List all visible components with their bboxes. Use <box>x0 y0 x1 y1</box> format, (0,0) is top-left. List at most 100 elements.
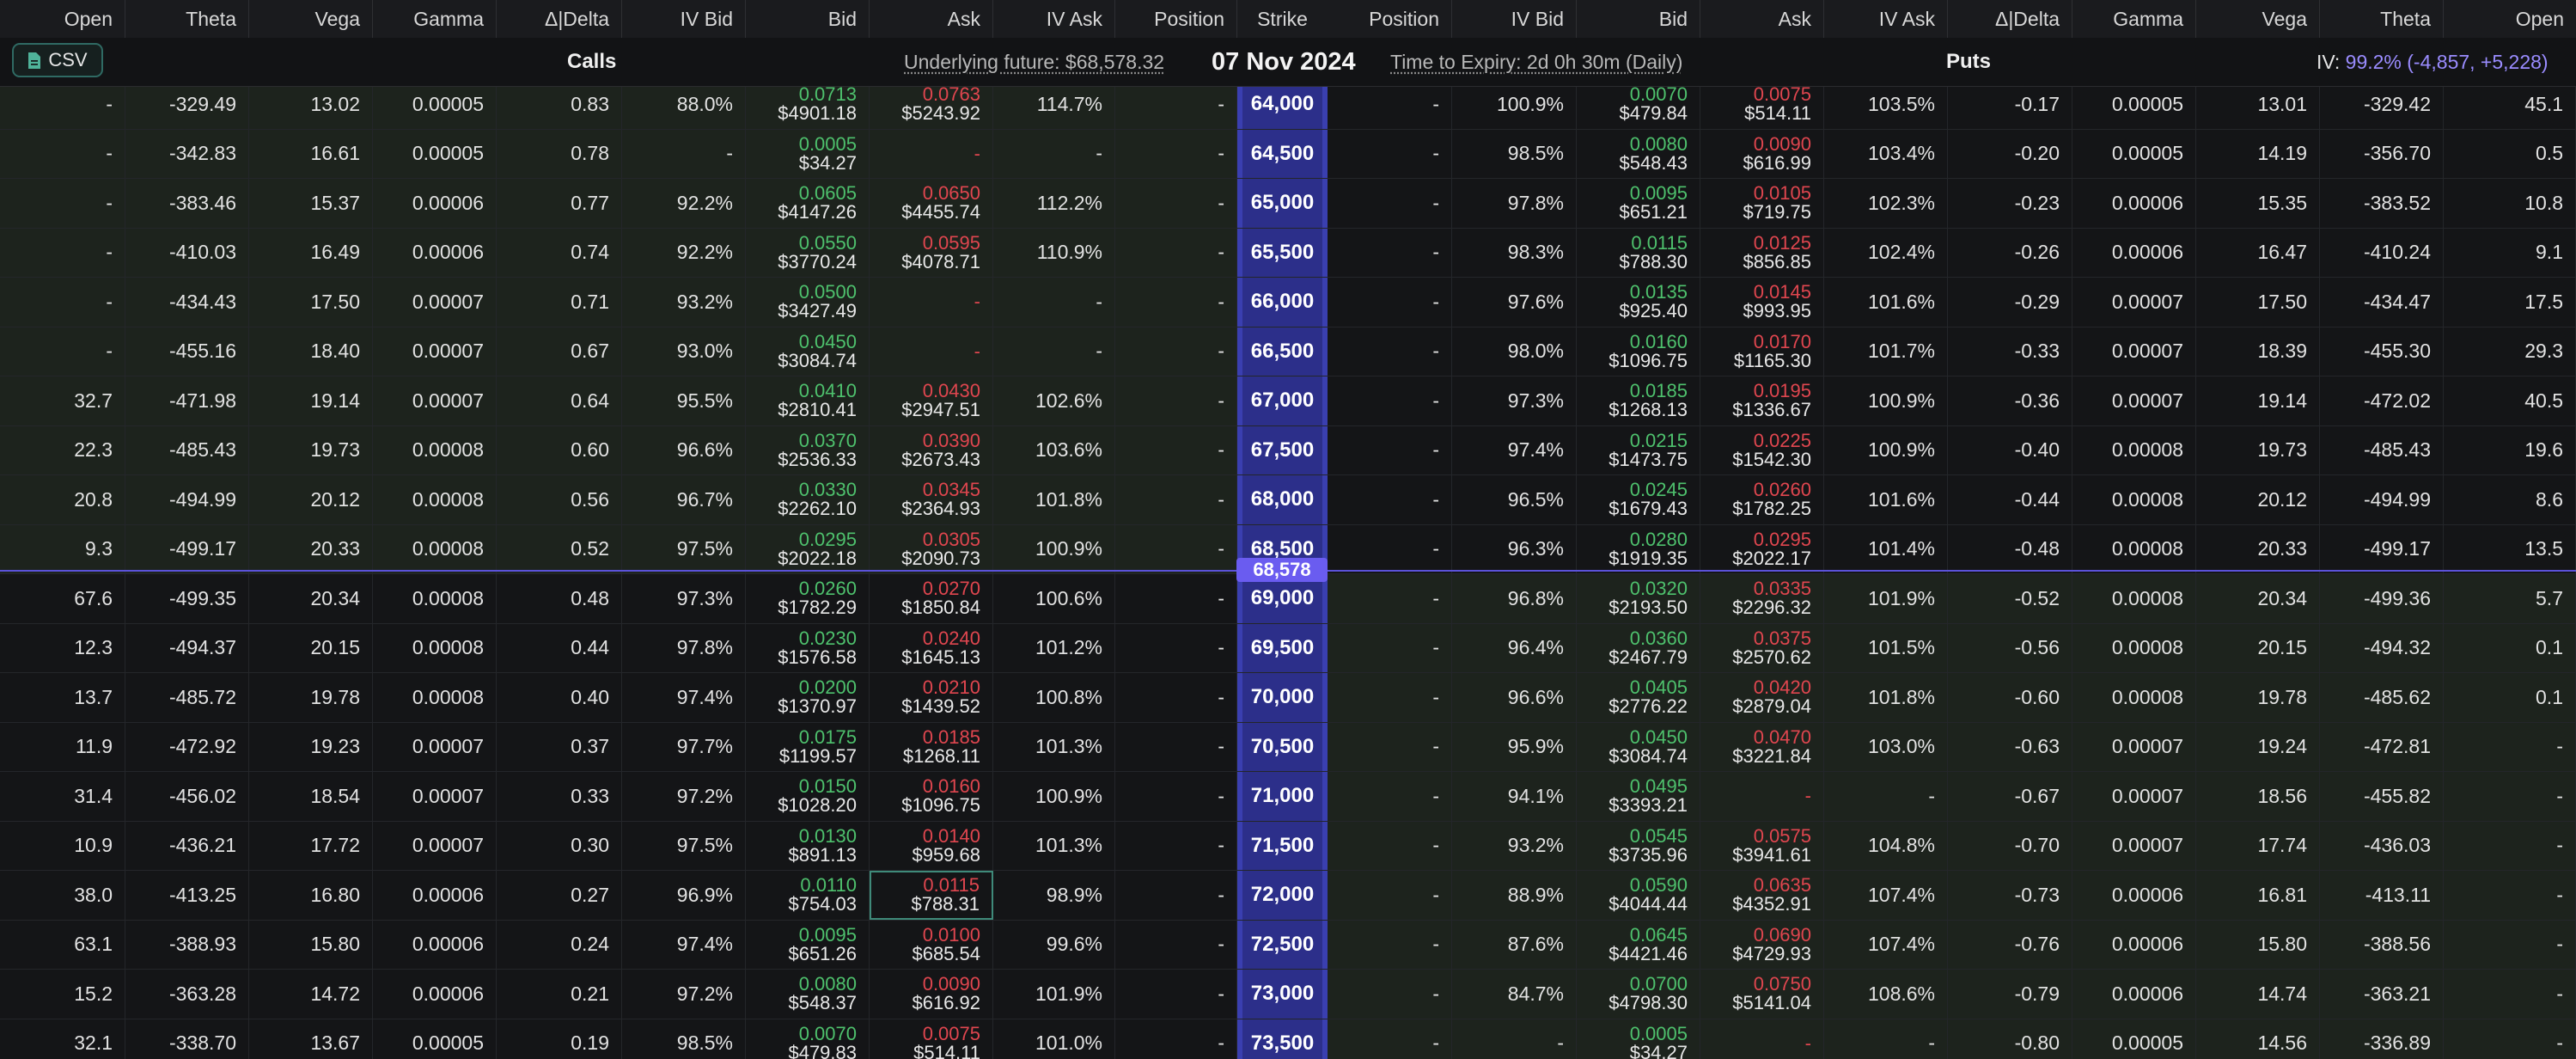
put-bid-cell[interactable]: 0.0005 $34.27 <box>1577 1019 1700 1059</box>
put-ask-cell[interactable]: 0.0090 $616.99 <box>1700 129 1824 178</box>
call-bid-cell[interactable]: 0.0095 $651.26 <box>746 920 870 969</box>
header-call-gamma[interactable]: Gamma <box>373 0 497 38</box>
call-ask-cell[interactable]: 0.0240 $1645.13 <box>870 623 993 672</box>
call-ask-cell[interactable]: 0.0305 $2090.73 <box>870 524 993 573</box>
call-ask-cell[interactable]: 0.0090 $616.92 <box>870 970 993 1019</box>
header-put-pos[interactable]: Position <box>1328 0 1452 38</box>
header-strike[interactable]: Strike <box>1257 8 1308 30</box>
put-ask-cell[interactable]: - <box>1700 1019 1824 1059</box>
put-ask-cell[interactable]: 0.0145 $993.95 <box>1700 278 1824 327</box>
put-ask-cell[interactable]: 0.0225 $1542.30 <box>1700 425 1824 474</box>
csv-export-button[interactable]: CSV <box>12 43 103 77</box>
call-ask-cell[interactable]: - <box>870 278 993 327</box>
call-ask-cell[interactable]: 0.0390 $2673.43 <box>870 425 993 474</box>
header-put-ivbid[interactable]: IV Bid <box>1452 0 1577 38</box>
call-bid-cell[interactable]: 0.0070 $479.83 <box>746 1019 870 1059</box>
call-bid-cell[interactable]: 0.0175 $1199.57 <box>746 722 870 771</box>
put-ask-cell[interactable]: 0.0105 $719.75 <box>1700 179 1824 228</box>
call-ask-cell[interactable]: 0.0185 $1268.11 <box>870 722 993 771</box>
header-call-open[interactable]: Open <box>0 0 125 38</box>
put-ask-cell[interactable]: 0.0295 $2022.17 <box>1700 524 1824 573</box>
put-ask-cell[interactable]: 0.0335 $2296.32 <box>1700 574 1824 623</box>
put-ask-cell[interactable]: 0.0170 $1165.30 <box>1700 327 1824 376</box>
call-ask-cell[interactable]: 0.0763 $5243.92 <box>870 87 993 129</box>
put-bid-cell[interactable]: 0.0360 $2467.79 <box>1577 623 1700 672</box>
call-bid-cell[interactable]: 0.0150 $1028.20 <box>746 772 870 821</box>
call-ask-cell[interactable]: 0.0075 $514.11 <box>870 1019 993 1059</box>
put-bid-cell[interactable]: 0.0405 $2776.22 <box>1577 673 1700 722</box>
call-bid-cell[interactable]: 0.0295 $2022.18 <box>746 524 870 573</box>
put-ask-cell[interactable]: 0.0195 $1336.67 <box>1700 376 1824 425</box>
header-put-open[interactable]: Open <box>2515 8 2564 30</box>
call-ask-cell[interactable]: 0.0115 $788.31 <box>870 871 993 920</box>
put-ask-cell[interactable]: 0.0635 $4352.91 <box>1700 871 1824 920</box>
call-bid-cell[interactable]: 0.0410 $2810.41 <box>746 376 870 425</box>
call-ask-cell[interactable]: 0.0430 $2947.51 <box>870 376 993 425</box>
put-bid-cell[interactable]: 0.0080 $548.43 <box>1577 129 1700 178</box>
call-ask-cell[interactable]: 0.0210 $1439.52 <box>870 673 993 722</box>
put-bid-cell[interactable]: 0.0450 $3084.74 <box>1577 722 1700 771</box>
put-bid-cell[interactable]: 0.0115 $788.30 <box>1577 228 1700 277</box>
header-put-ivask[interactable]: IV Ask <box>1824 0 1948 38</box>
header-put-bid[interactable]: Bid <box>1577 0 1700 38</box>
put-bid-cell[interactable]: 0.0160 $1096.75 <box>1577 327 1700 376</box>
call-bid-cell[interactable]: 0.0500 $3427.49 <box>746 278 870 327</box>
call-ask-cell[interactable]: 0.0100 $685.54 <box>870 920 993 969</box>
call-ask-cell[interactable]: 0.0595 $4078.71 <box>870 228 993 277</box>
put-bid-cell[interactable]: 0.0215 $1473.75 <box>1577 425 1700 474</box>
put-ask-cell[interactable]: 0.0375 $2570.62 <box>1700 623 1824 672</box>
header-call-ivask[interactable]: IV Ask <box>993 0 1115 38</box>
call-ask-cell[interactable]: - <box>870 327 993 376</box>
put-ask-cell[interactable]: 0.0420 $2879.04 <box>1700 673 1824 722</box>
call-ask-cell[interactable]: 0.0160 $1096.75 <box>870 772 993 821</box>
put-bid-cell[interactable]: 0.0590 $4044.44 <box>1577 871 1700 920</box>
call-bid-cell[interactable]: 0.0200 $1370.97 <box>746 673 870 722</box>
put-ask-cell[interactable]: 0.0690 $4729.93 <box>1700 920 1824 969</box>
call-bid-cell[interactable]: 0.0550 $3770.24 <box>746 228 870 277</box>
put-ask-cell[interactable]: 0.0260 $1782.25 <box>1700 475 1824 524</box>
put-bid-cell[interactable]: 0.0245 $1679.43 <box>1577 475 1700 524</box>
header-put-gamma[interactable]: Gamma <box>2072 0 2196 38</box>
call-bid-cell[interactable]: 0.0080 $548.37 <box>746 970 870 1019</box>
put-bid-cell[interactable]: 0.0320 $2193.50 <box>1577 574 1700 623</box>
put-ask-cell[interactable]: 0.0575 $3941.61 <box>1700 821 1824 870</box>
header-call-theta[interactable]: Theta <box>125 0 249 38</box>
put-bid-cell[interactable]: 0.0280 $1919.35 <box>1577 524 1700 573</box>
put-bid-cell[interactable]: 0.0700 $4798.30 <box>1577 970 1700 1019</box>
header-call-delta[interactable]: Δ|Delta <box>497 0 622 38</box>
call-bid-cell[interactable]: 0.0450 $3084.74 <box>746 327 870 376</box>
put-ask-cell[interactable]: 0.0125 $856.85 <box>1700 228 1824 277</box>
header-put-vega[interactable]: Vega <box>2196 0 2320 38</box>
put-ask-cell[interactable]: - <box>1700 772 1824 821</box>
put-bid-cell[interactable]: 0.0135 $925.40 <box>1577 278 1700 327</box>
header-put-theta[interactable]: Theta <box>2320 0 2444 38</box>
put-ask-cell[interactable]: 0.0470 $3221.84 <box>1700 722 1824 771</box>
call-bid-cell[interactable]: 0.0110 $754.03 <box>746 871 870 920</box>
call-bid-cell[interactable]: 0.0370 $2536.33 <box>746 425 870 474</box>
call-ask-cell[interactable]: 0.0140 $959.68 <box>870 821 993 870</box>
header-put-ask[interactable]: Ask <box>1700 0 1824 38</box>
call-ask-cell[interactable]: 0.0270 $1850.84 <box>870 574 993 623</box>
call-bid-cell[interactable]: 0.0260 $1782.29 <box>746 574 870 623</box>
put-bid-cell[interactable]: 0.0185 $1268.13 <box>1577 376 1700 425</box>
header-call-pos[interactable]: Position <box>1115 0 1237 38</box>
call-bid-cell[interactable]: 0.0713 $4901.18 <box>746 87 870 129</box>
put-bid-cell[interactable]: 0.0495 $3393.21 <box>1577 772 1700 821</box>
call-ask-cell[interactable]: 0.0650 $4455.74 <box>870 179 993 228</box>
call-bid-cell[interactable]: 0.0230 $1576.58 <box>746 623 870 672</box>
header-put-delta[interactable]: Δ|Delta <box>1948 0 2072 38</box>
call-ask-cell[interactable]: - <box>870 129 993 178</box>
header-call-ivbid[interactable]: IV Bid <box>622 0 746 38</box>
put-bid-cell[interactable]: 0.0645 $4421.46 <box>1577 920 1700 969</box>
put-bid-cell[interactable]: 0.0545 $3735.96 <box>1577 821 1700 870</box>
header-call-bid[interactable]: Bid <box>746 0 870 38</box>
put-ask-cell[interactable]: 0.0750 $5141.04 <box>1700 970 1824 1019</box>
put-bid-cell[interactable]: 0.0070 $479.84 <box>1577 87 1700 129</box>
call-bid-cell[interactable]: 0.0605 $4147.26 <box>746 179 870 228</box>
call-bid-cell[interactable]: 0.0130 $891.13 <box>746 821 870 870</box>
put-ask-cell[interactable]: 0.0075 $514.11 <box>1700 87 1824 129</box>
put-bid-cell[interactable]: 0.0095 $651.21 <box>1577 179 1700 228</box>
call-bid-cell[interactable]: 0.0330 $2262.10 <box>746 475 870 524</box>
header-call-ask[interactable]: Ask <box>870 0 993 38</box>
expiry-date[interactable]: 07 Nov 2024 <box>1212 48 1356 76</box>
